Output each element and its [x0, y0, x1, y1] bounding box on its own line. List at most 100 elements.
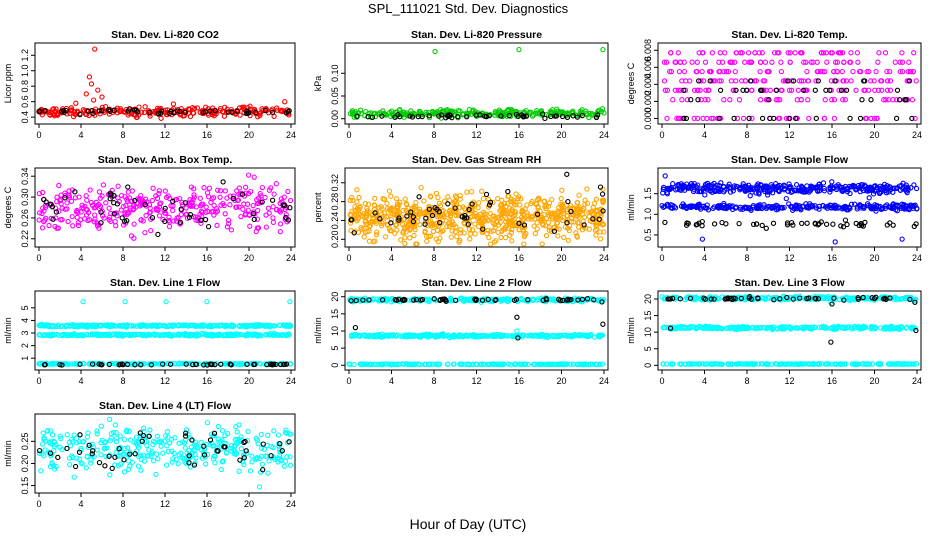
data-point: [221, 113, 228, 119]
data-point: [158, 110, 164, 117]
data-point: [251, 174, 257, 180]
data-point: [349, 108, 356, 114]
data-point: [830, 221, 836, 227]
data-point: [682, 87, 689, 93]
y-tick-label: 0.28: [330, 193, 340, 211]
y-tick-label: 0.05: [330, 87, 340, 105]
data-point: [396, 215, 402, 221]
data-point: [573, 230, 579, 236]
data-point: [421, 210, 428, 216]
data-point: [166, 223, 173, 230]
data-point: [549, 196, 555, 203]
data-point: [487, 199, 494, 205]
data-point: [802, 87, 809, 93]
data-point: [141, 109, 147, 116]
data-point: [147, 109, 153, 115]
data-point: [377, 216, 383, 222]
data-point: [228, 108, 234, 115]
data-point: [479, 220, 485, 226]
data-point: [452, 199, 458, 205]
data-point: [559, 113, 566, 120]
y-tick-label: 0.000: [643, 107, 653, 130]
data-point: [39, 225, 46, 231]
data-point: [445, 212, 451, 218]
data-point: [887, 87, 894, 93]
data-point: [736, 97, 743, 103]
plot-frame: [34, 167, 296, 248]
data-point: [695, 87, 701, 93]
data-point: [783, 115, 790, 122]
data-point: [372, 210, 378, 216]
data-point: [117, 108, 123, 115]
data-point: [775, 115, 782, 122]
data-point: [792, 50, 798, 56]
data-point: [245, 110, 251, 116]
data-point: [65, 218, 71, 225]
data-point: [77, 111, 83, 118]
y-tick-label: 0.004: [643, 73, 653, 96]
data-point: [157, 201, 163, 207]
data-point: [490, 199, 496, 206]
data-point: [675, 87, 681, 93]
data-point: [716, 59, 722, 65]
data-point: [467, 231, 474, 237]
data-point: [92, 46, 98, 52]
data-point: [95, 87, 101, 93]
data-point: [371, 206, 378, 213]
data-point: [122, 298, 128, 305]
data-point: [556, 213, 563, 219]
data-point: [239, 191, 246, 197]
data-point: [73, 100, 79, 106]
data-point: [204, 298, 210, 305]
x-tick-label: 8: [431, 130, 436, 140]
data-point: [480, 226, 486, 232]
data-point: [764, 192, 771, 198]
data-point: [670, 97, 676, 103]
x-tick-label: 4: [78, 130, 83, 140]
x-tick-label: 20: [869, 253, 879, 263]
data-point: [490, 228, 497, 234]
data-point: [149, 215, 156, 221]
data-point: [840, 78, 846, 84]
data-point: [504, 200, 511, 207]
data-point: [552, 210, 558, 216]
data-point: [731, 183, 738, 189]
data-point: [153, 110, 159, 116]
data-point: [354, 187, 360, 193]
data-point: [378, 204, 384, 210]
data-point: [850, 68, 856, 75]
data-point: [446, 219, 453, 225]
data-point: [798, 78, 805, 84]
data-point: [515, 113, 521, 119]
data-point: [147, 209, 153, 215]
y-tick-label: 0.30: [20, 188, 30, 206]
data-point: [887, 68, 893, 75]
data-point: [597, 236, 604, 242]
data-point: [894, 87, 901, 93]
data-point: [776, 50, 782, 56]
x-tick-label: 0: [659, 130, 664, 140]
y-tick-label: 0.006: [643, 56, 653, 79]
data-point: [683, 115, 690, 122]
data-point: [274, 107, 281, 113]
data-point: [818, 50, 824, 56]
data-point: [580, 218, 586, 225]
data-point: [599, 106, 606, 112]
data-point: [877, 190, 883, 196]
data-point: [745, 50, 752, 56]
data-point: [770, 220, 777, 226]
data-point: [461, 215, 468, 221]
data-point: [162, 205, 168, 212]
data-point: [203, 204, 209, 210]
data-point: [910, 68, 916, 75]
data-point: [847, 59, 853, 65]
data-point: [498, 234, 504, 241]
data-point: [396, 217, 402, 223]
data-point: [560, 201, 566, 207]
data-point: [153, 205, 159, 212]
data-point: [392, 230, 398, 236]
data-point: [548, 109, 555, 115]
data-point: [397, 199, 403, 205]
panel-temp: Stan. Dev. Li-820 Temp.degrees C0 4 8 12 16 2…: [626, 29, 922, 140]
y-tick-label: 0: [330, 363, 340, 368]
